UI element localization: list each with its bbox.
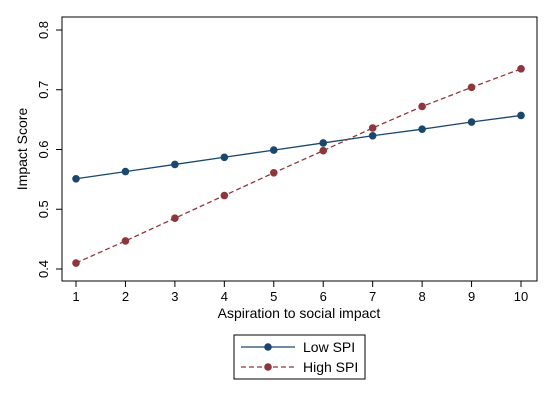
legend: Low SPI High SPI [241, 339, 358, 375]
data-point-low-spi [319, 139, 328, 147]
data-point-low-spi [517, 111, 525, 120]
legend-key-marker-high-spi [264, 363, 272, 371]
data-point-low-spi [220, 153, 229, 162]
data-point-high-spi [269, 169, 278, 177]
y-axis-title: Impact Score [14, 108, 30, 191]
x-axis-title: Aspiration to social impact [218, 305, 381, 321]
data-point-high-spi [121, 237, 130, 245]
x-tick-label: 3 [171, 289, 178, 304]
x-tick-label: 4 [221, 289, 228, 304]
series-line-high-spi [75, 68, 522, 264]
data-point-low-spi [72, 174, 80, 183]
data-point-high-spi [467, 83, 476, 92]
y-tick-label: 0.8 [36, 21, 51, 39]
series-layer [72, 65, 525, 267]
legend-label-high-spi: High SPI [303, 359, 358, 375]
y-axis: 0.4 0.5 0.6 0.7 0.8 [36, 21, 62, 278]
data-point-low-spi [269, 146, 278, 154]
y-tick-label: 0.6 [36, 140, 51, 158]
legend-label-low-spi: Low SPI [303, 339, 355, 355]
data-point-high-spi [368, 124, 377, 132]
data-point-high-spi [171, 214, 179, 223]
x-tick-label: 2 [122, 289, 129, 304]
data-point-high-spi [418, 102, 426, 111]
data-point-high-spi [319, 146, 328, 155]
data-point-high-spi [72, 259, 80, 267]
legend-box [233, 334, 366, 380]
x-tick-label: 8 [418, 289, 425, 304]
data-point-low-spi [418, 125, 426, 133]
data-point-low-spi [121, 167, 130, 176]
legend-key-marker-low-spi [264, 343, 272, 351]
data-point-high-spi [220, 191, 229, 200]
data-point-low-spi [368, 131, 377, 140]
series-line-low-spi [75, 114, 522, 180]
y-tick-label: 0.7 [36, 81, 51, 99]
x-axis: 1 2 3 4 5 6 7 8 9 10 [72, 281, 528, 304]
x-tick-label: 5 [270, 289, 277, 304]
x-tick-label: 1 [72, 289, 79, 304]
data-point-low-spi [171, 160, 179, 169]
data-point-low-spi [467, 118, 476, 126]
x-tick-label: 6 [320, 289, 327, 304]
y-tick-label: 0.5 [36, 200, 51, 218]
data-point-high-spi [517, 65, 525, 73]
x-tick-label: 10 [514, 289, 528, 304]
y-tick-label: 0.4 [36, 260, 51, 278]
x-tick-label: 9 [468, 289, 475, 304]
x-tick-label: 7 [369, 289, 376, 304]
